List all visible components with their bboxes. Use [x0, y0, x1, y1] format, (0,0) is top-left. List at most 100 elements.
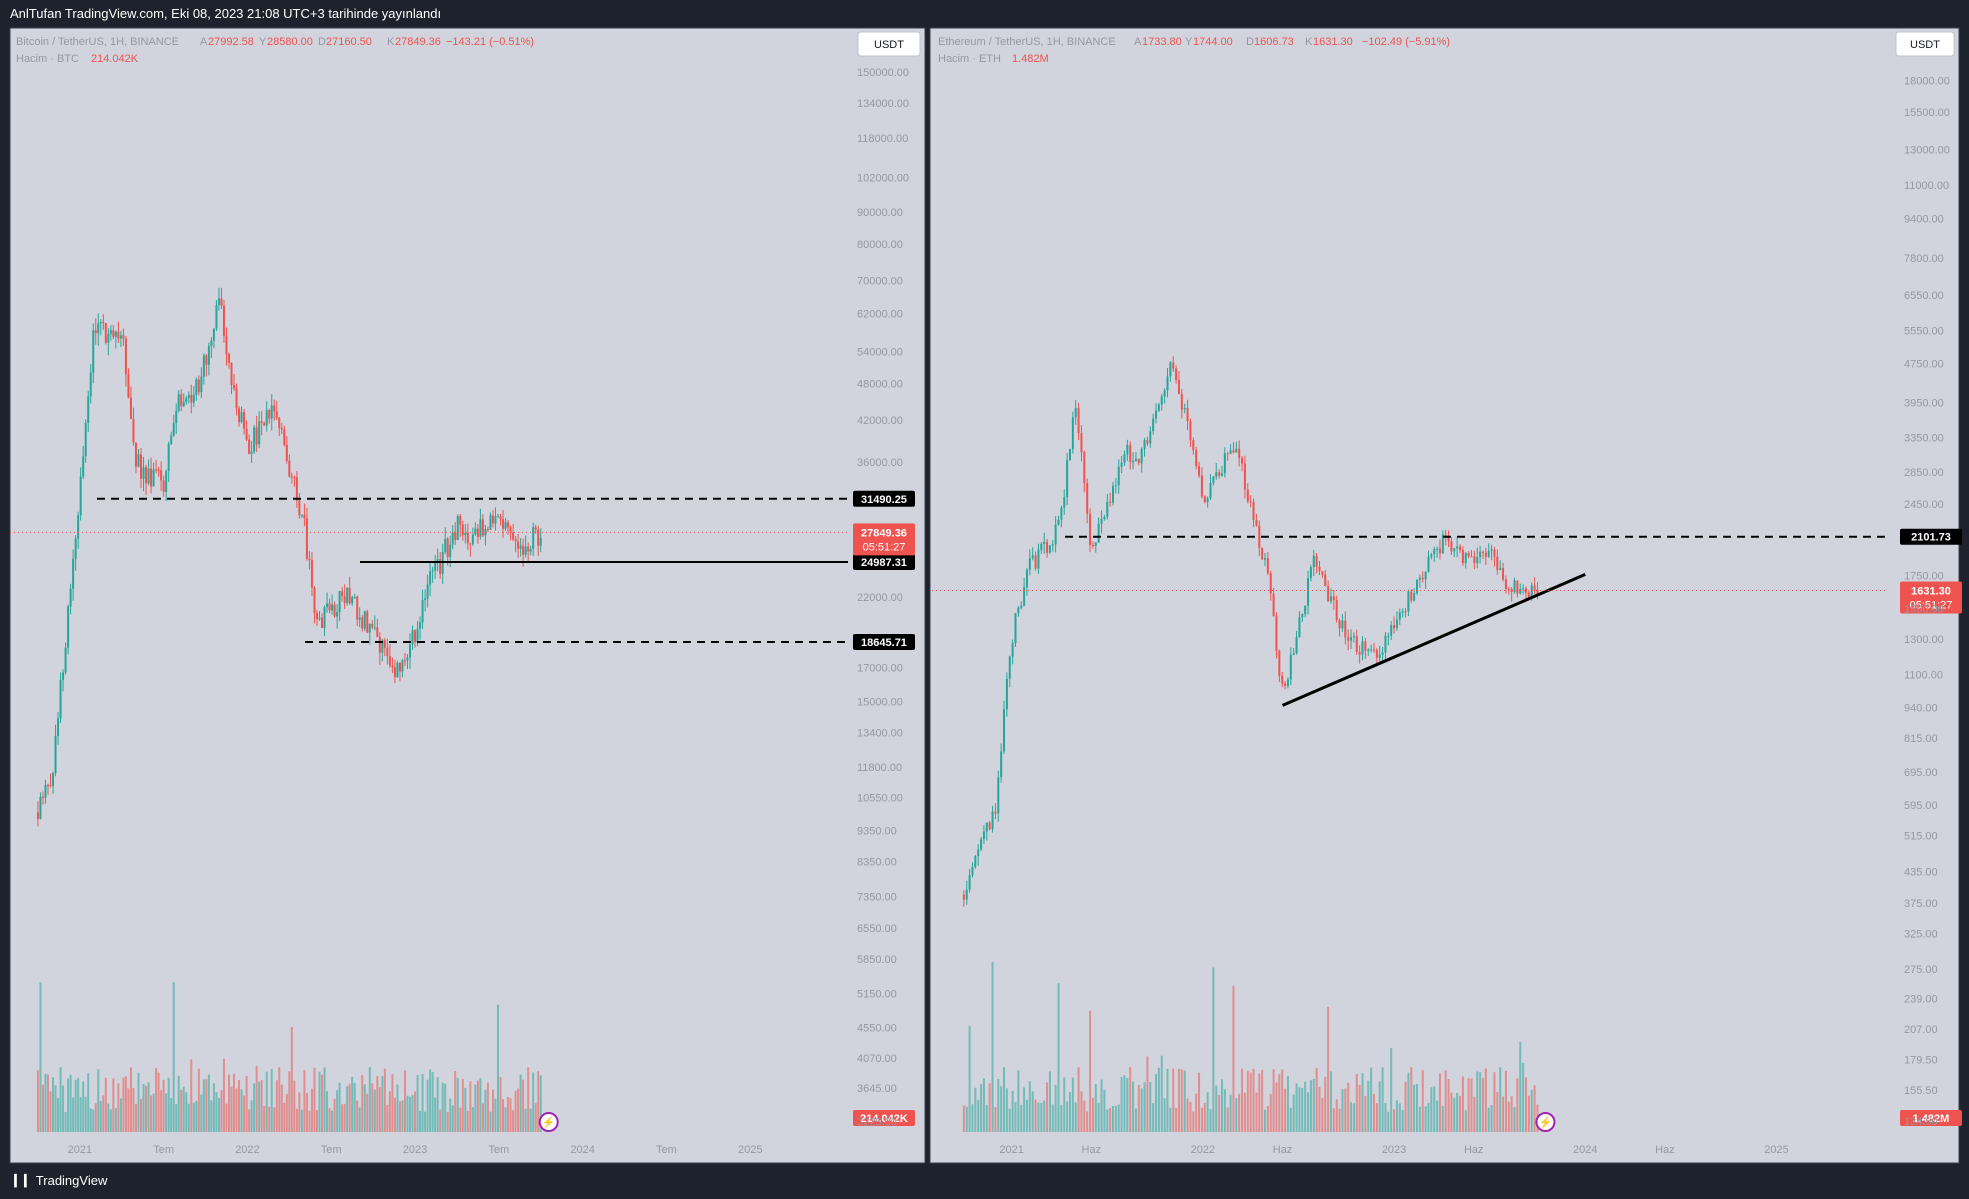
- candle-body: [124, 338, 127, 375]
- btc-currency-button-bg[interactable]: [857, 31, 921, 57]
- eth-currency-label[interactable]: USDT: [1910, 39, 1940, 51]
- candle-body: [1143, 440, 1146, 449]
- volume-bar: [326, 1091, 329, 1132]
- volume-bar: [489, 1111, 492, 1132]
- candle-body: [456, 516, 459, 540]
- candle-body: [1083, 452, 1086, 484]
- candle-body: [1384, 635, 1387, 653]
- eth-currency-button-bg[interactable]: [1895, 31, 1955, 57]
- lightning-event-icon[interactable]: [538, 1112, 559, 1132]
- price-tick-label: 940.00: [1904, 703, 1938, 715]
- volume-bar: [129, 1067, 132, 1132]
- btc-volume-label: Hacim · BTC: [16, 53, 79, 65]
- eth-time-axis[interactable]: 2021 Haz 2022 Haz 2023 Haz 2024 Haz 2025: [999, 1144, 1788, 1156]
- volume-bar: [167, 1077, 170, 1132]
- volume-bar: [197, 1068, 200, 1132]
- candle-body: [496, 516, 499, 518]
- btc-high-label: Y: [259, 36, 267, 48]
- price-tick-label: 325.00: [1904, 928, 1938, 940]
- volume-bar: [968, 1025, 971, 1132]
- volume-bar: [406, 1095, 409, 1132]
- candle-body: [1106, 501, 1109, 517]
- volume-bar: [373, 1089, 376, 1132]
- volume-bar: [1083, 1100, 1086, 1132]
- volume-bar: [313, 1067, 316, 1132]
- volume-bar: [1467, 1078, 1470, 1132]
- footer-brand[interactable]: ❙❙ TradingView: [10, 1172, 107, 1188]
- volume-bar: [170, 1098, 173, 1132]
- volume-bar: [1051, 1104, 1054, 1132]
- volume-bar: [260, 1080, 263, 1132]
- candle-body: [436, 559, 439, 562]
- price-tick-label: 13000.00: [1904, 145, 1950, 157]
- volume-bar: [318, 1071, 321, 1132]
- candle-body: [215, 304, 218, 329]
- candle-body: [298, 500, 301, 516]
- last-price-label-bg: [853, 523, 915, 556]
- volume-bar: [1352, 1103, 1355, 1132]
- volume-bar: [1000, 1086, 1003, 1132]
- volume-bar: [439, 1109, 442, 1132]
- btc-close-label: K: [387, 36, 395, 48]
- candle-body: [1467, 552, 1470, 557]
- volume-bar: [1025, 1099, 1028, 1132]
- volume-bar: [1487, 1107, 1490, 1132]
- btc-currency-label[interactable]: USDT: [874, 39, 904, 51]
- volume-bar: [1146, 1056, 1149, 1132]
- last-price-label-bg: [1900, 581, 1962, 614]
- volume-bar: [1186, 1098, 1189, 1132]
- volume-bar: [1418, 1106, 1421, 1132]
- candle-body: [233, 385, 236, 389]
- candle-body: [1298, 617, 1301, 638]
- trendline[interactable]: [1281, 573, 1586, 707]
- volume-bar: [268, 1106, 271, 1132]
- candle-body: [321, 617, 324, 628]
- candle-body: [479, 519, 482, 537]
- volume-bar: [1381, 1067, 1384, 1132]
- btc-currency-button[interactable]: USDT: [857, 31, 921, 57]
- candle-body: [177, 394, 180, 411]
- candle-body: [1109, 501, 1112, 503]
- volume-bar: [441, 1082, 444, 1132]
- btc-levels: 31490.25 24987.31 18645.71 27849.36 05:51:27…: [10, 490, 915, 1132]
- candle-body: [431, 570, 434, 572]
- time-tick-label: Haz: [1464, 1144, 1484, 1156]
- candle-body: [117, 331, 120, 339]
- candle-body: [1421, 577, 1424, 580]
- volume-bar: [383, 1068, 386, 1132]
- btc-price-axis[interactable]: 150000.00 134000.00 118000.00 102000.00 9000…: [857, 67, 909, 1128]
- price-tick-label: 9400.00: [1904, 213, 1944, 225]
- volume-bar: [532, 1072, 535, 1132]
- volume-bar: [496, 1004, 499, 1132]
- volume-bar: [431, 1072, 434, 1132]
- candle-body: [212, 328, 215, 341]
- candle-body: [207, 345, 210, 365]
- volume-bar: [994, 1106, 997, 1132]
- candle-body: [1295, 637, 1298, 654]
- volume-bar: [491, 1089, 494, 1132]
- candle-body: [112, 330, 115, 337]
- candle-body: [41, 796, 44, 798]
- volume-bar: [1510, 1096, 1513, 1132]
- volume-bar: [1286, 1076, 1289, 1132]
- candle-body: [1243, 463, 1246, 490]
- btc-time-axis[interactable]: 2021 Tem 2022 Tem 2023 Tem 2024 Tem 2025: [68, 1144, 763, 1156]
- last-price-countdown: 05:51:27: [1910, 600, 1953, 612]
- candle-body: [481, 519, 484, 536]
- candle-body: [1183, 408, 1186, 410]
- volume-bar: [207, 1074, 210, 1132]
- volume-bar: [1430, 1087, 1433, 1132]
- candle-body: [1089, 513, 1092, 545]
- eth-currency-button[interactable]: USDT: [1895, 31, 1955, 57]
- lightning-event-icon[interactable]: [1535, 1112, 1556, 1132]
- price-tick-label: 5550.00: [1904, 325, 1944, 337]
- volume-bar: [1229, 1094, 1232, 1132]
- volume-bar: [54, 1085, 57, 1132]
- eth-price-axis[interactable]: 18000.00 15500.00 13000.00 11000.00 9400.00 7…: [1904, 75, 1950, 1127]
- candle-body: [1200, 475, 1203, 497]
- candle-body: [1370, 649, 1373, 651]
- candle-body: [293, 476, 296, 478]
- candle-body: [238, 408, 241, 423]
- candle-body: [421, 600, 424, 623]
- candle-body: [280, 427, 283, 430]
